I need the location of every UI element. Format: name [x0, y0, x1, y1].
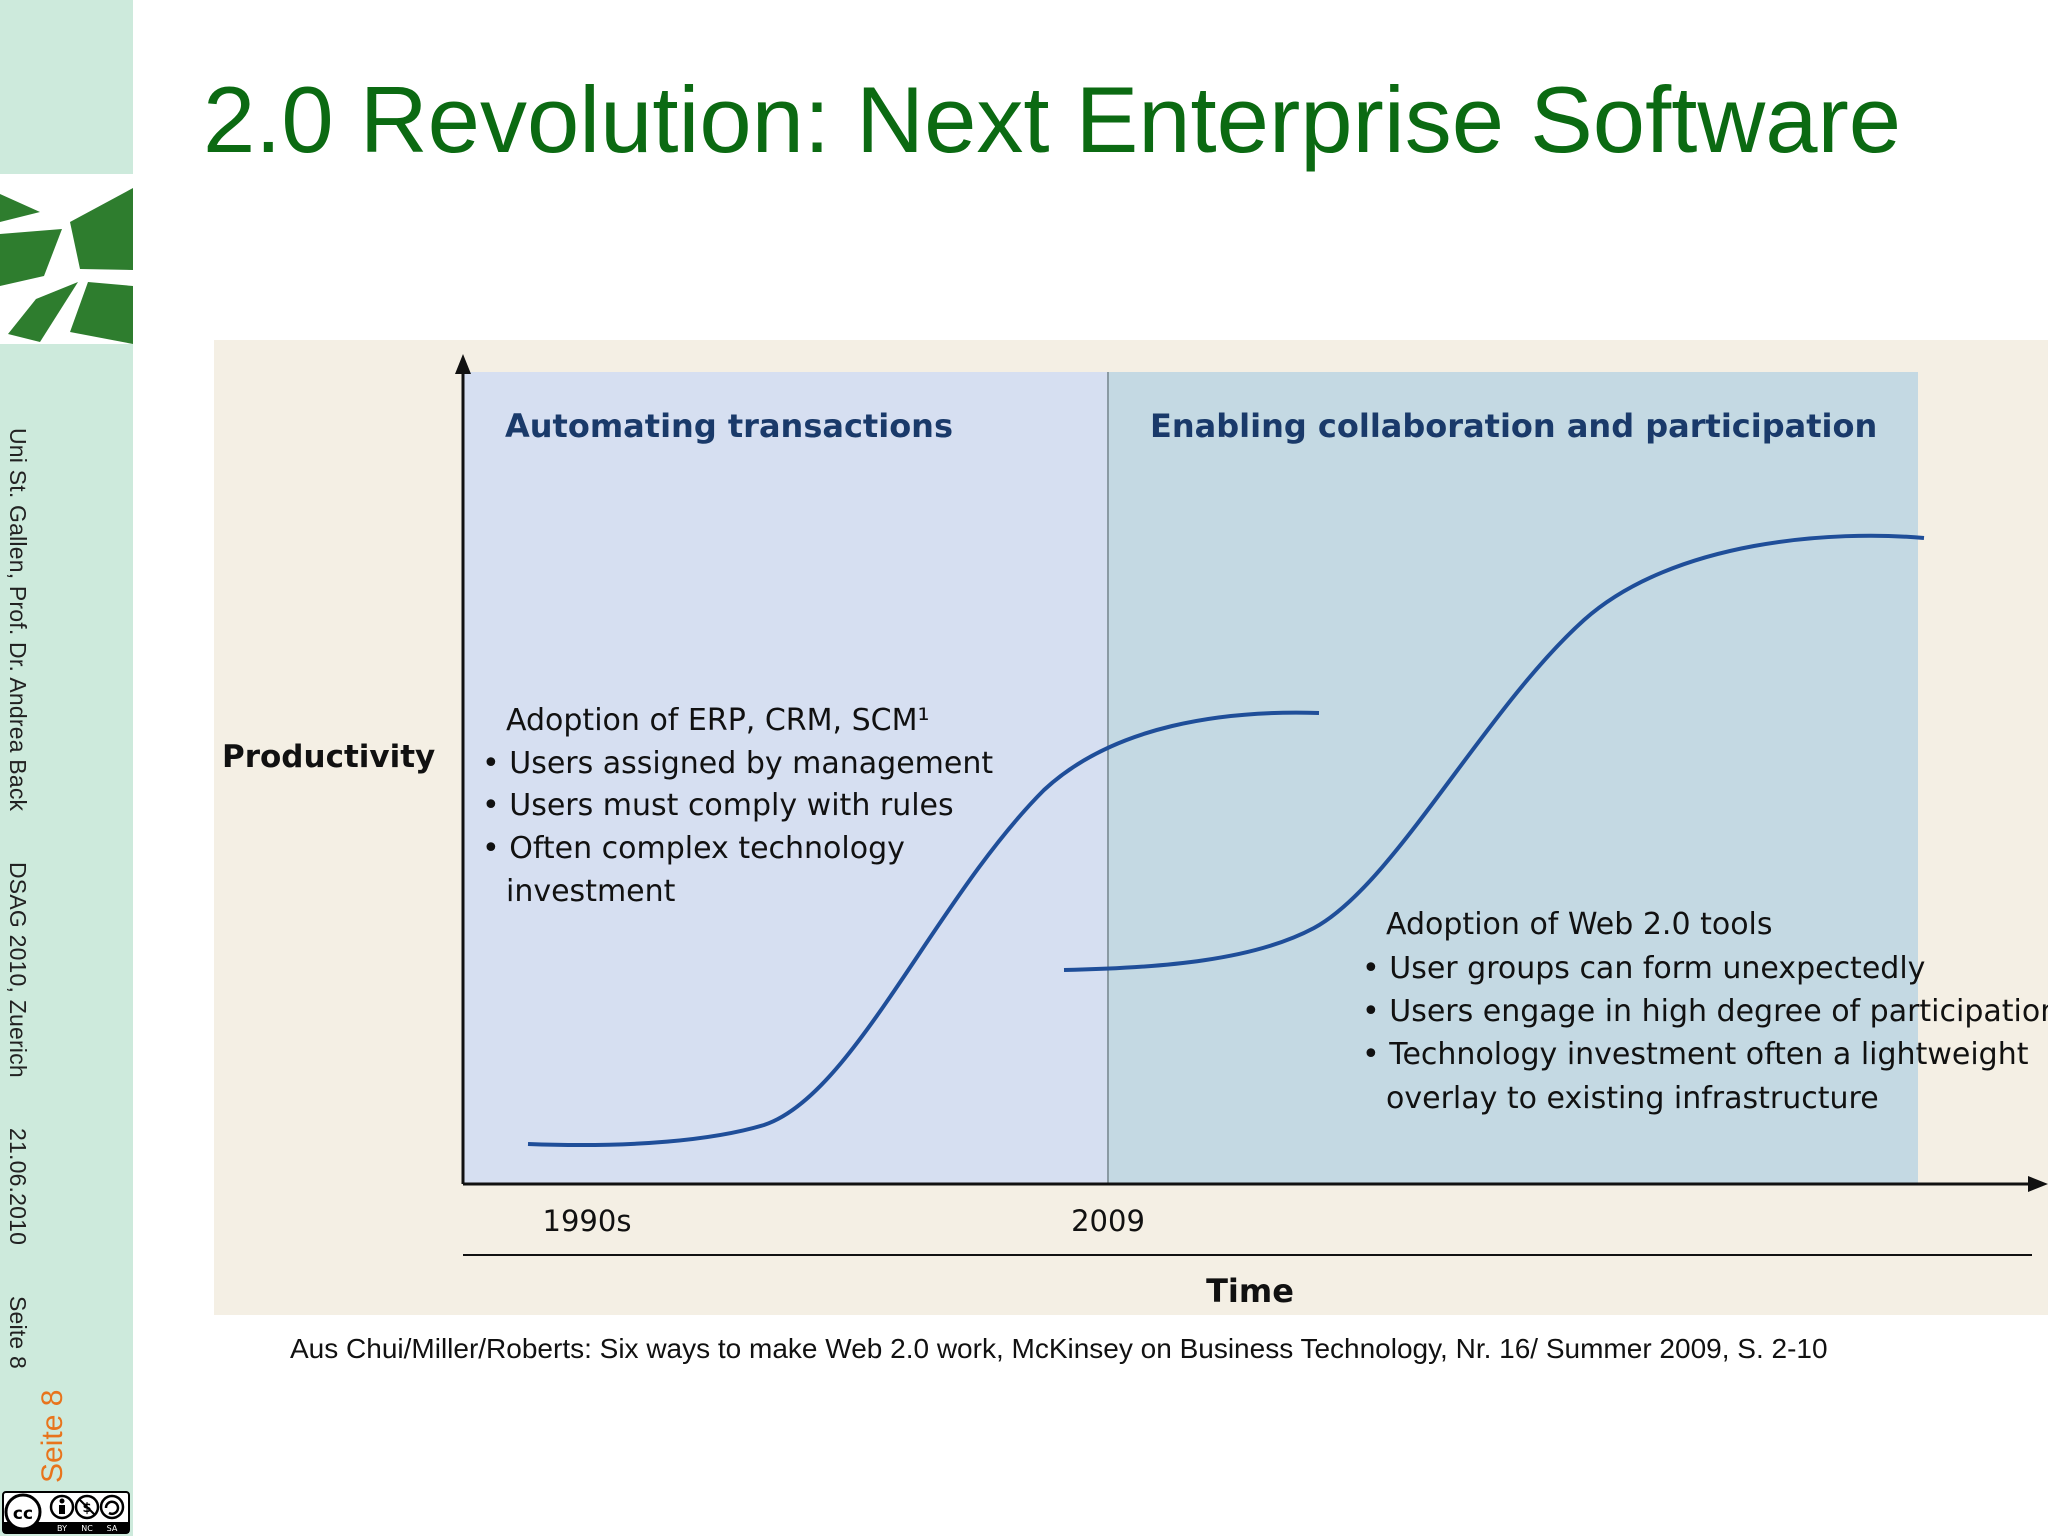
page-number: Seite 8: [36, 1389, 69, 1483]
cc-text: cc: [13, 1504, 33, 1524]
phase2-line: • Technology investment often a lightwei…: [1362, 1037, 2029, 1072]
phase1-notes: Adoption of ERP, CRM, SCM¹ • Users assig…: [482, 703, 993, 909]
phase1-line: investment: [506, 874, 676, 909]
phase2-line: • Users engage in high degree of partici…: [1362, 994, 2048, 1029]
curve-phase2: [1063, 533, 1925, 972]
footer-page: Seite 8: [5, 1295, 31, 1369]
phase2-notes: Adoption of Web 2.0 tools • User groups …: [1362, 907, 2048, 1116]
productivity-diagram: Automating transactions Enabling collabo…: [214, 340, 2048, 1315]
phase1-line: Adoption of ERP, CRM, SCM¹: [506, 703, 930, 738]
phase1-line: • Users assigned by management: [482, 746, 993, 781]
x-tick-1990s: 1990s: [543, 1204, 632, 1238]
phase2-panel: [1108, 372, 1918, 1184]
cc-nc-text: NC: [81, 1524, 93, 1533]
phase2-heading: Enabling collaboration and participation: [1150, 407, 1877, 445]
sidebar: Uni St. Gallen, Prof. Dr. Andrea Back DS…: [0, 0, 133, 1536]
x-axis-arrow-icon: [2028, 1176, 2048, 1192]
source-caption: Aus Chui/Miller/Roberts: Six ways to mak…: [290, 1333, 1828, 1364]
phase1-line: • Users must comply with rules: [482, 788, 954, 823]
phase2-line: • User groups can form unexpectedly: [1362, 951, 1925, 986]
x-axis-label: Time: [1206, 1272, 1294, 1310]
x-tick-2009: 2009: [1071, 1204, 1145, 1238]
cc-by-text: BY: [57, 1524, 67, 1533]
phase2-line: Adoption of Web 2.0 tools: [1386, 907, 1773, 942]
phase2-line: overlay to existing infrastructure: [1386, 1081, 1879, 1116]
sidebar-footer-text: Uni St. Gallen, Prof. Dr. Andrea Back DS…: [4, 428, 31, 1413]
phase1-panel: [463, 372, 1108, 1184]
svg-text:$: $: [82, 1501, 91, 1516]
slide-title: 2.0 Revolution: Next Enterprise Software: [203, 67, 1902, 172]
phase1-line: • Often complex technology: [482, 831, 905, 866]
leaf-logo-icon: [0, 188, 133, 344]
footer-date: 21.06.2010: [5, 1128, 31, 1246]
cc-sa-text: SA: [107, 1524, 118, 1533]
curve-phase1: [527, 710, 1320, 1148]
footer-event: DSAG 2010, Zuerich: [5, 861, 31, 1078]
footer-author: Uni St. Gallen, Prof. Dr. Andrea Back: [5, 428, 31, 812]
y-axis-arrow-icon: [455, 354, 471, 374]
cc-license-icon: cc $ BY NC SA: [2, 1491, 130, 1534]
university-logo: [0, 174, 133, 344]
y-axis-label: Productivity: [222, 739, 435, 775]
phase1-heading: Automating transactions: [505, 407, 953, 445]
